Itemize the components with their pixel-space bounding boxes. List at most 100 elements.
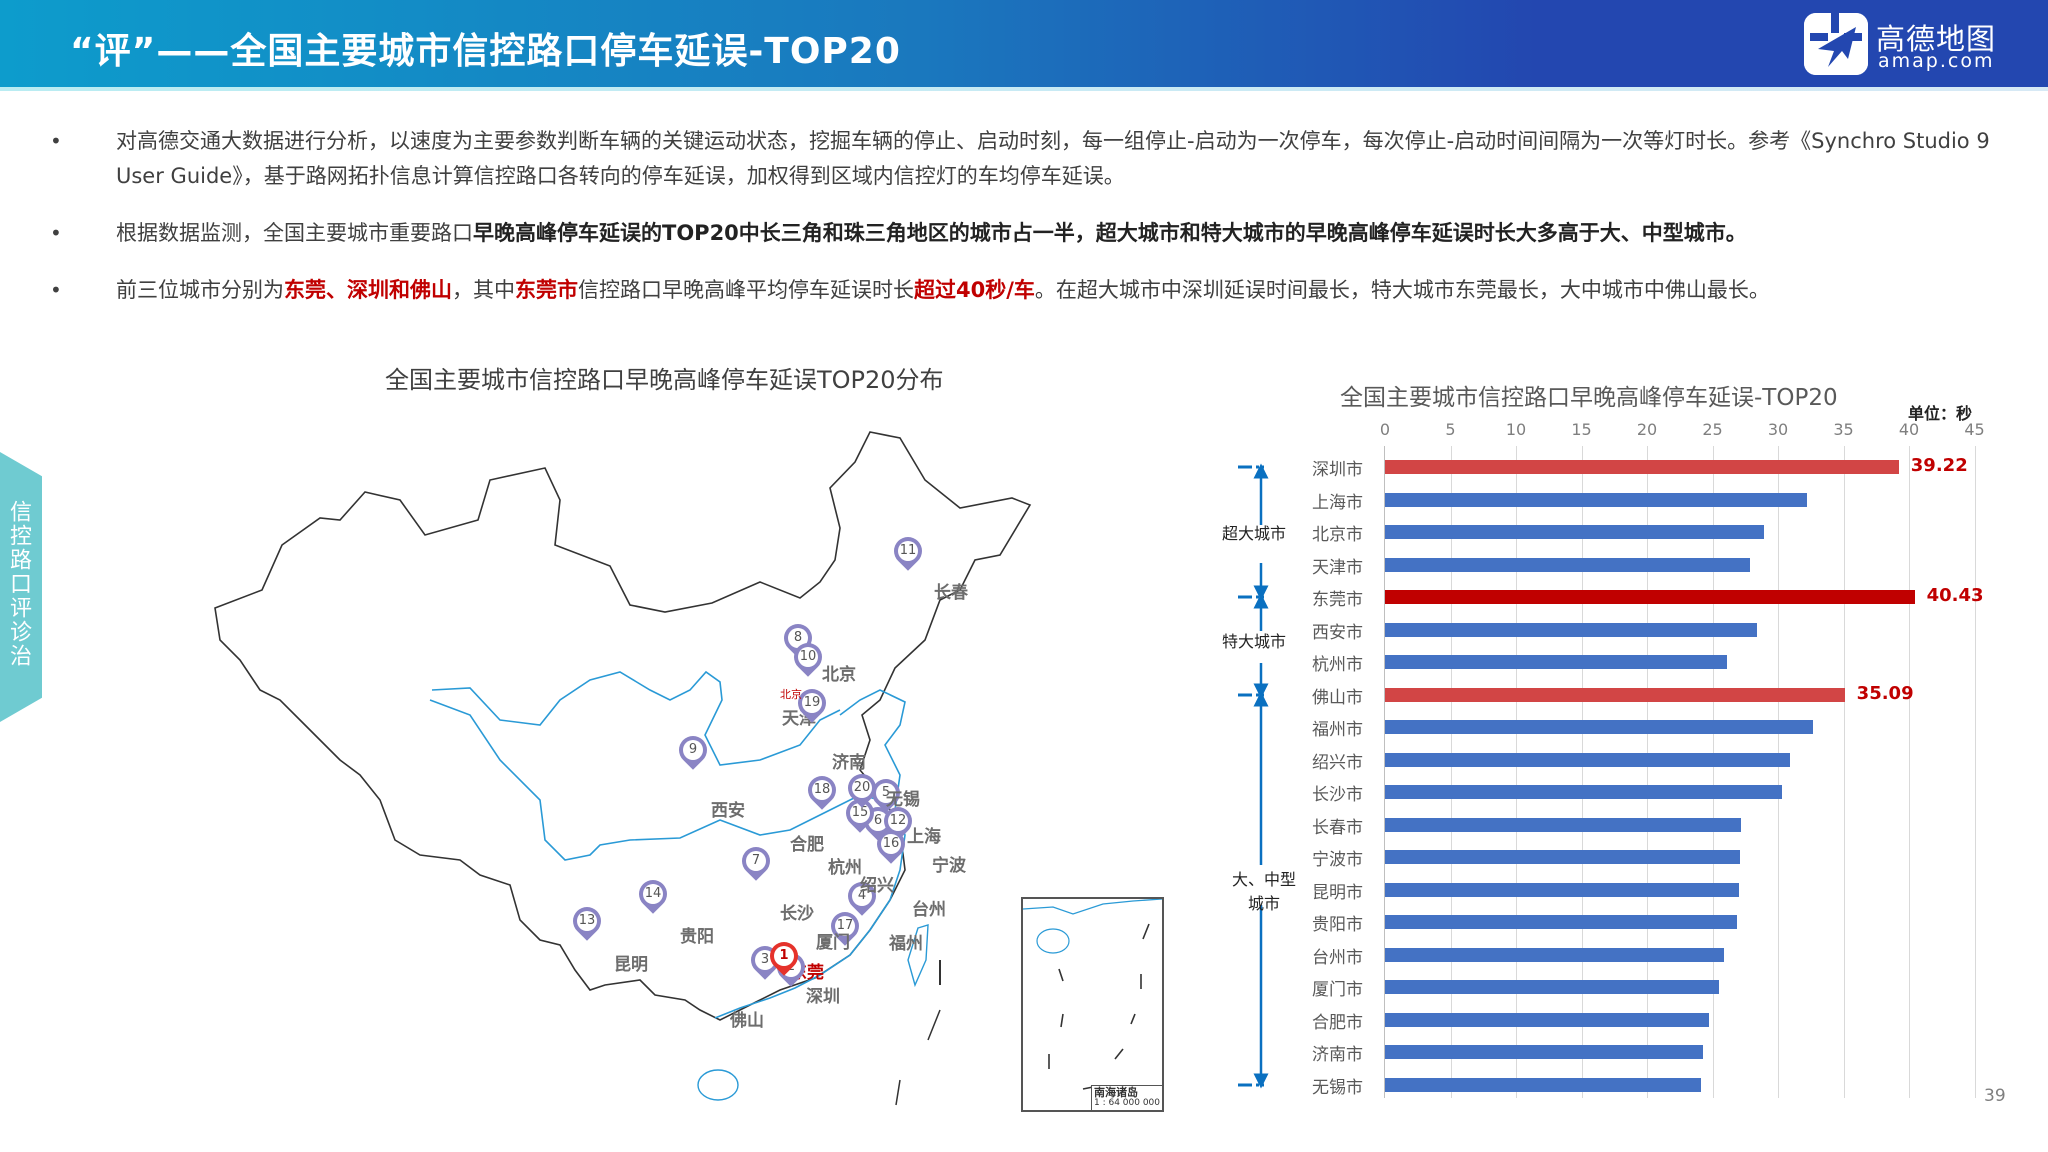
bar[interactable] bbox=[1385, 1045, 1704, 1059]
map-pin-icon[interactable]: 15 bbox=[840, 793, 880, 835]
pin-rank: 9 bbox=[683, 740, 703, 760]
amap-logo-icon bbox=[1804, 13, 1868, 75]
gridline bbox=[1450, 446, 1452, 1098]
map-pin-icon[interactable]: 12 bbox=[878, 801, 918, 843]
pin-rank: 4 bbox=[852, 886, 872, 906]
bullet-dot-icon: • bbox=[50, 221, 62, 245]
inset-label: 南海诸岛 1 : 64 000 000 bbox=[1090, 1085, 1162, 1110]
x-axis-tick: 25 bbox=[1702, 420, 1723, 439]
map-city-label: 无锡 bbox=[886, 790, 920, 810]
pin-rank: 7 bbox=[746, 851, 766, 871]
bar[interactable] bbox=[1385, 557, 1751, 572]
pin-rank: 18 bbox=[812, 780, 832, 800]
bullet-text: 前三位城市分别为 bbox=[116, 278, 284, 302]
map-city-label: 绍兴 bbox=[860, 876, 894, 896]
bar[interactable] bbox=[1385, 720, 1814, 734]
x-axis-tick: 35 bbox=[1833, 420, 1854, 439]
coastline bbox=[714, 689, 906, 1019]
gridline bbox=[1974, 446, 1976, 1098]
x-axis-tick: 30 bbox=[1767, 420, 1789, 439]
map-city-label: 北京 bbox=[822, 665, 856, 685]
pin-rank: 12 bbox=[888, 811, 908, 831]
bar[interactable] bbox=[1385, 590, 1915, 604]
bar[interactable] bbox=[1385, 1012, 1709, 1027]
map-pin-icon[interactable]: 9 bbox=[673, 730, 713, 772]
map-pin-icon[interactable]: 16 bbox=[871, 824, 911, 866]
bar[interactable] bbox=[1385, 817, 1742, 832]
bar[interactable] bbox=[1385, 655, 1727, 669]
bullet-text: 早晚高峰停车延误的TOP20中长三角和珠三角地区的城市占一半，超大城市和特大城市… bbox=[473, 221, 1747, 245]
x-axis-tick: 10 bbox=[1505, 420, 1527, 439]
map-pin-icon[interactable]: 10 bbox=[788, 637, 828, 679]
bar[interactable] bbox=[1385, 492, 1807, 507]
bullet-text: 对高德交通大数据进行分析，以速度为主要参数判断车辆的关键运动状态，挖掘车辆的停止… bbox=[116, 129, 1990, 188]
map-pin-icon[interactable]: 7 bbox=[736, 841, 776, 883]
bullet-text: 。在超大城市中深圳延误时间最长，特大城市东莞最长，大中城市中佛山最长。 bbox=[1034, 278, 1770, 302]
side-section-tab[interactable] bbox=[0, 452, 42, 722]
bar[interactable] bbox=[1385, 622, 1758, 637]
bar-category-label: 东莞市 bbox=[1312, 590, 1363, 610]
bullet-list: • 对高德交通大数据进行分析，以速度为主要参数判断车辆的关键运动状态，挖掘车辆的停… bbox=[50, 124, 2010, 330]
map-city-label: 上海 bbox=[907, 827, 941, 847]
map-pin-icon[interactable]: 18 bbox=[802, 770, 842, 812]
page-number: 39 bbox=[1984, 1086, 2006, 1106]
group-bracket-arrows bbox=[1238, 463, 1269, 1089]
gridline bbox=[1647, 446, 1648, 1098]
bullet-text: ，其中 bbox=[452, 278, 515, 302]
bar[interactable] bbox=[1385, 947, 1725, 962]
bar[interactable] bbox=[1385, 915, 1738, 929]
map-city-label: 台州 bbox=[912, 900, 946, 920]
map-city-label: 深圳 bbox=[806, 987, 840, 1007]
bar[interactable] bbox=[1385, 687, 1845, 702]
bar[interactable] bbox=[1385, 882, 1739, 897]
beijing-small-label: 北京 bbox=[780, 688, 802, 701]
map-city-label: 厦门 bbox=[816, 933, 850, 953]
pin-rank: 17 bbox=[835, 916, 855, 936]
bar-value-label: 35.09 bbox=[1856, 682, 1914, 704]
pin-rank: 11 bbox=[898, 541, 918, 561]
bar-category-label: 福州市 bbox=[1312, 720, 1363, 740]
map-pin-icon[interactable]: 13 bbox=[567, 901, 607, 943]
map-pin-icon[interactable]: 5 bbox=[866, 773, 906, 815]
x-axis-tick: 15 bbox=[1571, 420, 1592, 439]
map-pin-icon[interactable]: 4 bbox=[842, 876, 882, 918]
bullet-dot-icon: • bbox=[50, 129, 62, 153]
hainan-island bbox=[697, 1069, 739, 1101]
gridline bbox=[1516, 446, 1517, 1098]
bullet-item: • 根据数据监测，全国主要城市重要路口早晚高峰停车延误的TOP20中长三角和珠三角… bbox=[50, 216, 2010, 251]
x-axis-tick: 45 bbox=[1964, 420, 1985, 439]
china-map bbox=[214, 431, 1032, 1106]
yangtze-river bbox=[429, 699, 881, 861]
map-pin-icon[interactable]: 11 bbox=[888, 531, 928, 573]
map-pin-icon[interactable]: 17 bbox=[825, 906, 865, 948]
gridline bbox=[1712, 446, 1714, 1098]
bar[interactable] bbox=[1385, 460, 1899, 474]
chart-unit-label: 单位：秒 bbox=[1908, 404, 1973, 423]
pin-rank: 1 bbox=[774, 946, 794, 966]
bar[interactable] bbox=[1385, 785, 1782, 799]
map-city-label: 济南 bbox=[832, 753, 866, 773]
map-pin-icon[interactable]: 20 bbox=[842, 768, 882, 810]
map-city-label: 宁波 bbox=[932, 856, 966, 876]
pin-rank: 16 bbox=[881, 834, 901, 854]
bar-category-label: 天津市 bbox=[1312, 557, 1363, 578]
bar[interactable] bbox=[1385, 850, 1740, 864]
south-china-sea-inset: 南海诸岛 1 : 64 000 000 bbox=[1021, 897, 1164, 1112]
pin-rank: 13 bbox=[577, 911, 597, 931]
map-pin-icon[interactable]: 1 bbox=[764, 936, 804, 978]
bar-category-label: 无锡市 bbox=[1312, 1077, 1363, 1098]
bar-category-label: 绍兴市 bbox=[1312, 752, 1363, 773]
group-label-large-medium: 大、中型 城市 bbox=[1231, 870, 1296, 913]
group-label-mega: 特大城市 bbox=[1222, 632, 1287, 651]
map-pin-icon[interactable]: 19 bbox=[792, 683, 832, 725]
gridline bbox=[1778, 446, 1779, 1098]
bar-category-label: 宁波市 bbox=[1312, 850, 1363, 870]
map-pin-icon[interactable]: 14 bbox=[633, 874, 673, 916]
bar-category-label: 长春市 bbox=[1312, 817, 1363, 838]
map-city-label: 长沙 bbox=[780, 904, 814, 924]
bar[interactable] bbox=[1385, 980, 1720, 994]
bar[interactable] bbox=[1385, 525, 1764, 539]
bar[interactable] bbox=[1385, 1077, 1701, 1092]
pin-rank: 5 bbox=[876, 783, 896, 803]
bar[interactable] bbox=[1385, 752, 1790, 767]
